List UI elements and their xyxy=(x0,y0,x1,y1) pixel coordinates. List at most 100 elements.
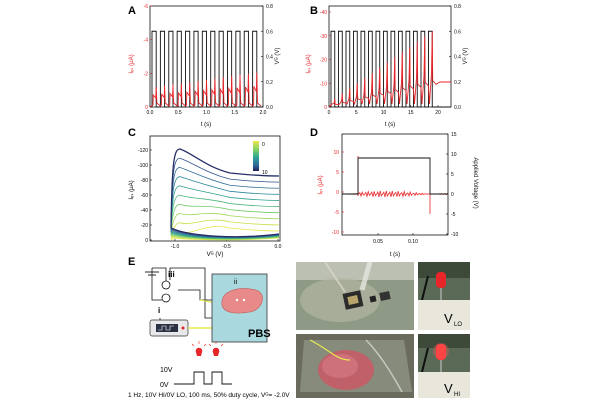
y-tick-label: -120 xyxy=(138,148,148,154)
y-tick-label: -60 xyxy=(141,193,148,199)
left-tick-label: -40 xyxy=(320,10,327,16)
panel-b: B 0 -10 -20 -30 -40 0.0 0.2 0.4 0.6 0.8 0 5 10 15 20… xyxy=(306,4,469,128)
photo-device-in-dish xyxy=(296,261,414,330)
pulse-waveform-icon xyxy=(174,371,232,385)
left-tick-label: -2 xyxy=(144,71,149,77)
panel-d-x-ticks: 0.05 0.10 xyxy=(373,233,418,245)
right-tick-label: 10 xyxy=(451,152,457,158)
y-tick-label: -20 xyxy=(141,223,148,229)
transfer-curve xyxy=(170,176,280,239)
panel-a-ylabel-right: Vᴳ (V) xyxy=(274,48,281,65)
right-tick-label: 5 xyxy=(451,172,454,178)
panel-c-frame xyxy=(149,135,281,242)
panel-b-current-trace xyxy=(328,31,451,108)
panel-c: C 0 -20 -40 -60 -80 -100 -120 -1.0 -0.5 0.0 0 10… xyxy=(128,127,282,258)
panel-d-right-ticks: 15 10 5 0 -5 -10 xyxy=(446,132,458,238)
x-tick-label: 20 xyxy=(435,110,441,116)
x-tick-label: 1.0 xyxy=(203,110,210,116)
led-off-bulb-icon xyxy=(436,272,446,288)
right-tick-label: 0.8 xyxy=(454,4,461,10)
left-tick-label: 0 xyxy=(324,105,327,111)
right-tick-label: 0.4 xyxy=(266,55,273,61)
electrode-2-icon xyxy=(242,298,246,302)
panel-d-letter: D xyxy=(310,127,318,139)
panel-b-xlabel: t (s) xyxy=(385,122,395,128)
panel-c-ylabel: Iₑₛ (μA) xyxy=(129,180,135,199)
led-2-icon xyxy=(208,341,224,356)
label-10v: 10V xyxy=(160,367,173,374)
ammeter-top-icon xyxy=(161,280,171,290)
x-tick-label: 5 xyxy=(355,110,358,116)
transfer-curve xyxy=(170,194,280,239)
panel-b-ylabel-right: Vᴳ (V) xyxy=(462,48,469,65)
label-i: i xyxy=(158,306,160,315)
panel-d-frame xyxy=(341,133,449,236)
x-tick-label: 2.0 xyxy=(260,110,267,116)
left-tick-label: 0 xyxy=(336,190,339,196)
right-tick-label: 0.6 xyxy=(454,29,461,35)
panel-a: A 0 -2 -4 -6 0.0 0.2 0.4 0.6 0.8 0.0 0.5 1.0 1.5 2.… xyxy=(128,4,281,128)
generator-wave-icon xyxy=(158,325,174,331)
left-tick-label: -20 xyxy=(320,58,327,64)
right-tick-label: 0.2 xyxy=(266,80,273,86)
panel-a-voltage-trace xyxy=(150,30,263,108)
electrode-icon xyxy=(235,298,239,302)
generator-knob-icon xyxy=(181,326,185,330)
panel-a-right-ticks: 0.0 0.2 0.4 0.6 0.8 xyxy=(261,4,273,111)
y-tick-label: 0 xyxy=(145,238,148,244)
panel-c-colorbar-tick-bottom: 10 xyxy=(262,170,268,176)
x-tick-label: 0.10 xyxy=(408,239,418,245)
panel-c-curves xyxy=(170,148,280,241)
left-tick-label: -5 xyxy=(335,210,340,216)
led-icon xyxy=(191,341,207,356)
panel-d: D 10 5 0 -5 -10 15 10 5 0 -5 -10 0.05 0.10 Iₑₛ (μA… xyxy=(310,127,478,258)
left-tick-label: -6 xyxy=(144,4,149,10)
panel-a-xlabel: t (s) xyxy=(201,122,211,128)
panel-b-letter: B xyxy=(310,5,318,17)
panel-e: E iii i ii PBS xyxy=(128,256,290,399)
v-lo-subscript: LO xyxy=(454,322,462,328)
x-tick-label: 15 xyxy=(408,110,414,116)
label-ii: ii xyxy=(234,279,238,286)
panel-d-ylabel-left: Iₑₛ (μA) xyxy=(318,175,324,194)
panel-d-xlabel: t (s) xyxy=(390,252,400,258)
x-tick-label: 0.5 xyxy=(175,110,182,116)
x-tick-label: 0 xyxy=(328,110,331,116)
v-hi-subscript: HI xyxy=(454,392,460,398)
right-tick-label: 0 xyxy=(451,192,454,198)
generator-screen-icon xyxy=(156,324,178,332)
led-on-bulb-icon xyxy=(436,344,446,360)
left-tick-label: 10 xyxy=(333,150,339,156)
left-tick-label: 0 xyxy=(145,105,148,111)
right-tick-label: 0.0 xyxy=(454,105,461,111)
panel-a-ylabel-left: Iₑₛ (μA) xyxy=(129,54,135,73)
right-tick-label: 0.4 xyxy=(454,55,461,61)
left-tick-label: -10 xyxy=(332,230,339,236)
left-tick-label: -10 xyxy=(320,81,327,87)
right-tick-label: 0.8 xyxy=(266,4,273,10)
right-tick-label: 0.0 xyxy=(266,105,273,111)
y-tick-label: -100 xyxy=(138,163,148,169)
left-tick-label: -4 xyxy=(144,38,149,44)
right-tick-label: 0.6 xyxy=(266,29,273,35)
panel-a-left-ticks: 0 -2 -4 -6 xyxy=(144,4,152,111)
v-lo-label: V xyxy=(444,311,453,326)
right-tick-label: 15 xyxy=(451,132,457,138)
pbs-label: PBS xyxy=(248,328,271,340)
panel-c-xlabel: Vᴳ (V) xyxy=(207,251,224,258)
right-tick-label: 0.2 xyxy=(454,80,461,86)
ammeter-bottom-icon xyxy=(161,293,171,303)
x-tick-label: 0.0 xyxy=(275,244,282,250)
y-tick-label: -40 xyxy=(141,208,148,214)
panel-c-colorbar-tick-top: 0 xyxy=(262,142,265,148)
right-tick-label: -5 xyxy=(451,212,456,218)
x-tick-label: 1.5 xyxy=(231,110,238,116)
x-tick-label: 0.05 xyxy=(373,239,383,245)
right-tick-label: -10 xyxy=(451,232,458,238)
x-tick-label: 10 xyxy=(381,110,387,116)
v-hi-label: V xyxy=(444,381,453,396)
label-0v: 0V xyxy=(160,382,169,389)
x-tick-label: -0.5 xyxy=(222,244,231,250)
left-tick-label: -30 xyxy=(320,34,327,40)
